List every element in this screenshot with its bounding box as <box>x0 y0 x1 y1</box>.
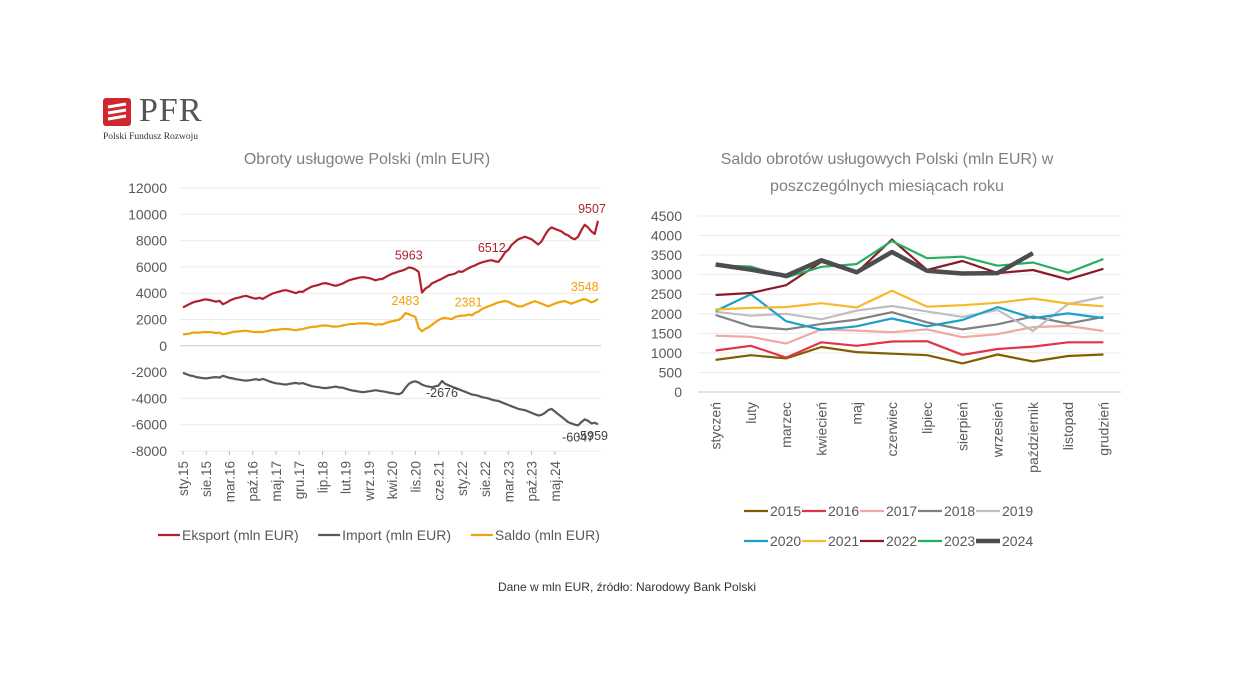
chart-1-title: Obroty usługowe Polski (mln EUR) <box>244 151 490 168</box>
chart-2-x-tick: październik <box>1025 401 1041 473</box>
logo-mark-stripe-2 <box>107 108 127 115</box>
chart-1-y-tick: 8000 <box>136 233 167 249</box>
logo-mark-stripe-3 <box>107 114 127 121</box>
chart-2-y-tick: 1500 <box>651 325 682 341</box>
chart-2-y-tick: 3000 <box>651 267 682 283</box>
chart-1-data-label: 5963 <box>395 248 423 262</box>
chart-2-y-tick: 3500 <box>651 247 682 263</box>
chart-1-x-tick: sty.22 <box>455 461 470 496</box>
chart-1-x-tick: gru.17 <box>292 461 307 499</box>
chart-2-y-tick: 2000 <box>651 306 682 322</box>
chart-2-x-tick: marzec <box>778 402 794 448</box>
chart-1-legend-label: Eksport (mln EUR) <box>182 527 299 543</box>
chart-2-legend-label: 2017 <box>886 503 917 519</box>
chart-1-x-tick: wrz.19 <box>362 461 377 502</box>
chart-1-y-tick: 10000 <box>128 206 167 222</box>
chart-2-y-tick: 500 <box>659 364 683 380</box>
chart-1-y-tick: 6000 <box>136 259 167 275</box>
chart-2-x-tick: sierpień <box>954 402 970 451</box>
pfr-logo-mark-icon <box>103 98 131 126</box>
chart-1-x-tick: cze.21 <box>432 461 447 501</box>
chart-1-x-tick: mar.16 <box>222 461 237 502</box>
chart-1-x-tick: lip.18 <box>315 461 330 493</box>
chart-2-x-tick: listopad <box>1060 402 1076 450</box>
chart-2-x-tick: grudzień <box>1095 402 1111 456</box>
chart-2-title-line: poszczególnych miesiącach roku <box>770 178 1004 195</box>
chart-1-y-tick: 2000 <box>136 312 167 328</box>
chart-1-series-saldo-mln-eur <box>182 298 599 336</box>
chart-2-y-tick: 1000 <box>651 345 682 361</box>
pfr-logo: PFR Polski Fundusz Rozwoju <box>103 92 233 146</box>
chart-1-legend-label: Import (mln EUR) <box>342 527 451 543</box>
chart-1-x-tick: sie.15 <box>199 461 214 497</box>
chart-2-series-2019 <box>715 295 1104 333</box>
chart-1-x-tick: mar.23 <box>501 461 516 502</box>
services-turnover-chart: Obroty usługowe Polski (mln EUR) 12000 100… <box>128 151 608 543</box>
chart-2-x-tick: luty <box>743 402 759 424</box>
chart-1-legend-label: Saldo (mln EUR) <box>495 527 600 543</box>
chart-2-legend-label: 2024 <box>1002 533 1033 549</box>
chart-1-data-label: -5959 <box>576 429 608 443</box>
chart-2-legend-label: 2018 <box>944 503 975 519</box>
chart-2-series-2022 <box>715 238 1104 297</box>
chart-1-data-label: -2676 <box>426 386 458 400</box>
chart-1-series-eksport-mln-eur <box>182 220 600 309</box>
chart-1-x-tick: maj.17 <box>269 461 284 502</box>
chart-2-x-tick: czerwiec <box>884 402 900 456</box>
logo-mark-stripe-1 <box>107 102 127 109</box>
chart-2-series-2015 <box>715 345 1104 365</box>
chart-1-data-label: -6047 <box>562 430 594 444</box>
chart-1-x-tick: lut.19 <box>339 461 354 494</box>
chart-2-legend-label: 2016 <box>828 503 859 519</box>
chart-1-y-tick: -4000 <box>131 390 167 406</box>
chart-2-title-line: Saldo obrotów usługowych Polski (mln EUR… <box>721 151 1054 168</box>
chart-2-legend-label: 2022 <box>886 533 917 549</box>
chart-1-x-tick: lis.20 <box>408 461 423 493</box>
chart-2-series-2021 <box>715 289 1104 311</box>
chart-2-x-tick: maj <box>849 402 865 425</box>
chart-2-y-tick: 4500 <box>651 208 682 224</box>
chart-2-series-2016 <box>715 340 1104 359</box>
chart-2-y-tick: 4000 <box>651 228 682 244</box>
monthly-balance-chart: Saldo obrotów usługowych Polski (mln EUR… <box>651 151 1121 549</box>
chart-1-y-tick: 4000 <box>136 285 167 301</box>
chart-2-legend-label: 2020 <box>770 533 801 549</box>
source-note: Dane w mln EUR, źródło: Narodowy Bank Po… <box>497 580 757 594</box>
chart-1-y-tick: 12000 <box>128 180 167 196</box>
chart-2-series-2020 <box>715 293 1104 331</box>
chart-2-legend-label: 2019 <box>1002 503 1033 519</box>
logo-wordmark: PFR <box>139 92 203 129</box>
chart-1-y-tick: -6000 <box>131 417 167 433</box>
chart-2-legend-label: 2023 <box>944 533 975 549</box>
chart-1-series-import-mln-eur <box>182 371 599 427</box>
chart-1-data-label: 2483 <box>392 294 420 308</box>
chart-1-x-tick: maj.24 <box>548 461 563 502</box>
chart-1-x-tick: sie.22 <box>478 461 493 497</box>
chart-2-series-2024 <box>715 249 1035 279</box>
chart-1-data-label: 2381 <box>455 295 483 309</box>
chart-1-data-label: 9507 <box>578 202 606 216</box>
chart-2-legend-label: 2015 <box>770 503 801 519</box>
chart-2-x-tick: lipiec <box>919 402 935 434</box>
chart-1-x-tick: sty.15 <box>176 461 191 496</box>
chart-2-x-tick: wrzesień <box>990 402 1006 458</box>
chart-2-x-tick: styczeń <box>708 402 724 449</box>
chart-1-x-tick: kwi.20 <box>385 461 400 499</box>
chart-2-y-tick: 2500 <box>651 286 682 302</box>
chart-2-legend-label: 2021 <box>828 533 859 549</box>
chart-1-y-tick: -8000 <box>131 443 167 459</box>
chart-1-data-label: 6512 <box>478 241 506 255</box>
chart-1-data-label: 3548 <box>571 280 599 294</box>
chart-1-x-tick: paź.23 <box>525 461 540 502</box>
chart-2-y-tick: 0 <box>674 384 682 400</box>
chart-1-y-tick: -2000 <box>131 364 167 380</box>
chart-1-x-tick: paź.16 <box>246 461 261 502</box>
logo-subtitle: Polski Fundusz Rozwoju <box>103 132 199 142</box>
chart-1-y-tick: 0 <box>159 338 167 354</box>
chart-2-x-tick: kwiecień <box>813 402 829 456</box>
